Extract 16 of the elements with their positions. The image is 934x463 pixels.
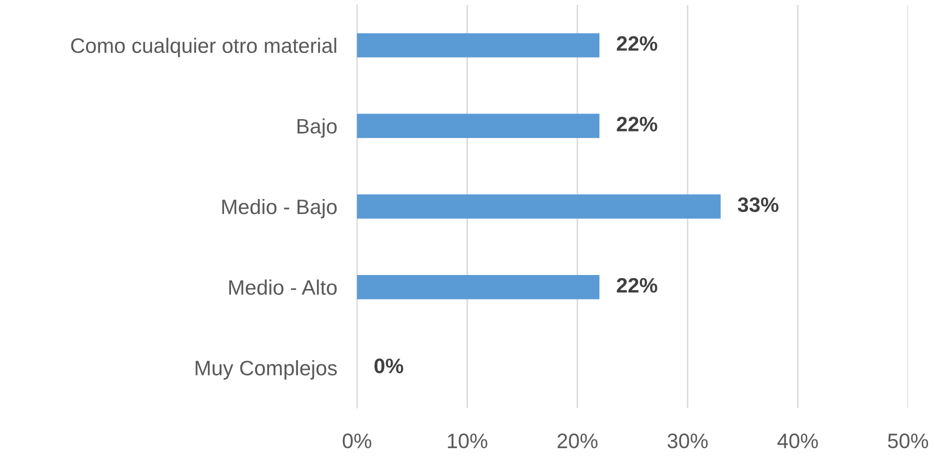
- data-label: 0%: [374, 358, 404, 374]
- x-tick-label: 50%: [888, 434, 928, 448]
- data-label: 22%: [616, 278, 658, 293]
- x-tick-label: 20%: [558, 434, 598, 448]
- y-tick-label: Medio - Alto: [229, 280, 337, 295]
- x-tick-label: 0%: [342, 434, 372, 448]
- x-tick-label: 40%: [777, 434, 818, 448]
- data-label: 22%: [616, 36, 658, 51]
- y-tick-label: Muy Complejos: [196, 360, 337, 380]
- data-label: 33%: [738, 197, 778, 212]
- y-tick-label: Medio - Bajo: [222, 198, 337, 218]
- y-tick-label: Como cualquier otro material: [71, 38, 336, 58]
- data-label: 22%: [616, 116, 658, 132]
- x-tick-label: 10%: [448, 434, 488, 448]
- y-tick-label: Bajo: [298, 118, 337, 138]
- x-tick-label: 30%: [668, 434, 708, 448]
